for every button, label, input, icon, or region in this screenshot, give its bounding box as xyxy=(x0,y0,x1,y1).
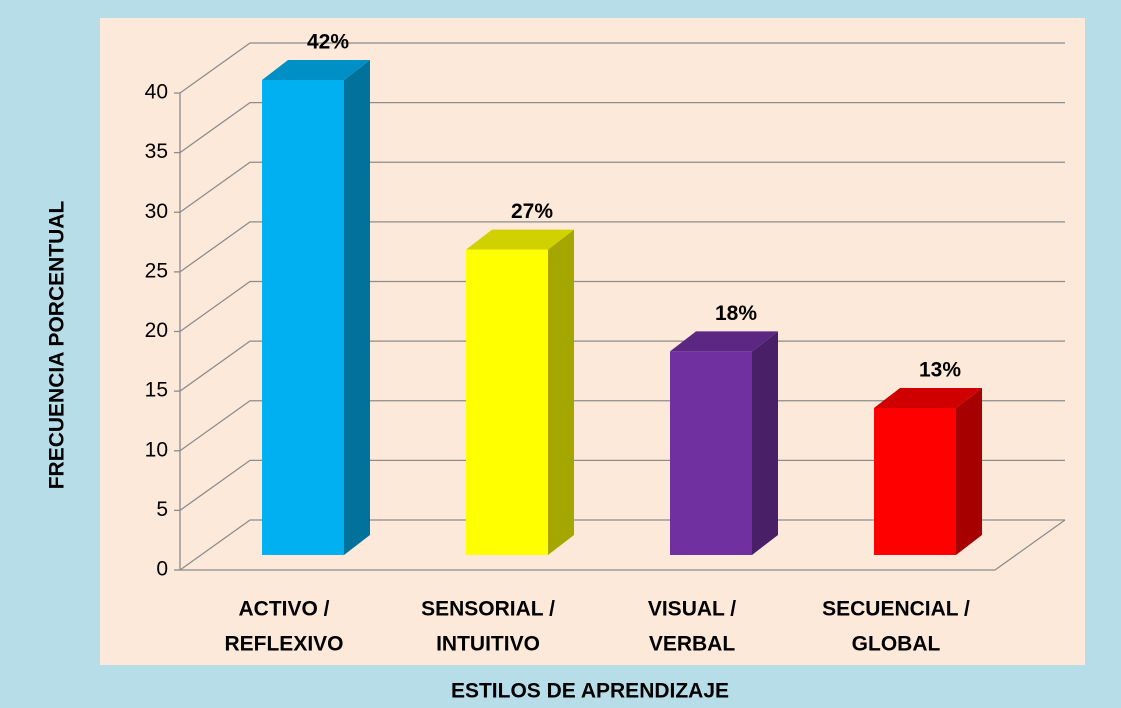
y-tick-label: 25 xyxy=(145,259,168,282)
y-axis-label: FRECUENCIA PORCENTUAL xyxy=(46,201,69,490)
bar xyxy=(466,249,548,555)
bar-top xyxy=(466,229,574,250)
bar-side xyxy=(752,331,778,555)
y-tick-label: 35 xyxy=(145,140,168,163)
floor xyxy=(180,519,1066,571)
y-tick-label: 10 xyxy=(145,438,168,461)
value-label: 13% xyxy=(919,359,961,382)
value-label: 18% xyxy=(715,302,757,325)
x-tick-label: ACTIVO / xyxy=(238,598,329,621)
x-tick-label: GLOBAL xyxy=(852,633,941,656)
grid-line xyxy=(179,459,1065,511)
bar xyxy=(670,351,752,555)
bar-top xyxy=(262,60,370,80)
value-label: 42% xyxy=(307,31,349,54)
grid-line xyxy=(179,101,1065,154)
y-tick-label: 40 xyxy=(145,81,168,104)
grid-line xyxy=(179,340,1065,392)
bar-top xyxy=(874,387,982,408)
y-tick-label: 0 xyxy=(156,558,168,581)
x-tick-label: INTUITIVO xyxy=(436,633,540,656)
y-tick-label: 5 xyxy=(156,498,168,521)
bar xyxy=(874,407,956,555)
x-axis-label: ESTILOS DE APRENDIZAJE xyxy=(451,680,729,703)
grid-line xyxy=(179,42,1065,94)
y-tick-label: 20 xyxy=(145,319,168,342)
value-label: 27% xyxy=(511,200,553,223)
x-tick-label: VERBAL xyxy=(649,633,736,656)
grid-line xyxy=(179,280,1065,333)
bar xyxy=(262,80,344,555)
grid-line xyxy=(179,221,1065,273)
grid-line xyxy=(179,519,1065,571)
grid-line xyxy=(179,161,1065,213)
x-tick-label: SENSORIAL / xyxy=(421,598,555,621)
bar-side xyxy=(956,387,982,555)
bar-side xyxy=(344,60,370,555)
grid-line xyxy=(179,400,1065,452)
x-tick-label: SECUENCIAL / xyxy=(822,598,970,621)
bar-top xyxy=(670,331,778,352)
x-tick-label: REFLEXIVO xyxy=(224,633,343,656)
y-tick-label: 30 xyxy=(145,200,168,223)
bar-side xyxy=(548,229,574,555)
y-tick-label: 15 xyxy=(145,379,168,402)
x-tick-label: VISUAL / xyxy=(648,598,736,621)
